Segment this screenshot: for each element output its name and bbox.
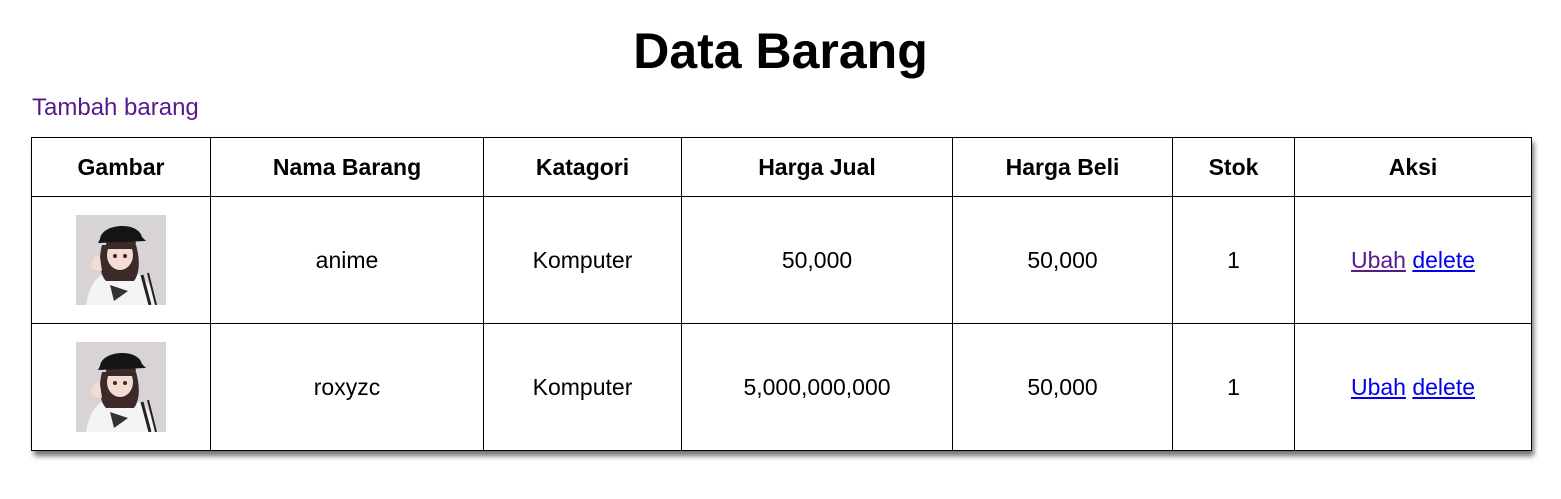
cell-aksi: Ubah delete [1294, 196, 1532, 324]
cell-katagori: Komputer [483, 323, 682, 451]
anime-girl-thumbnail-icon [76, 215, 166, 305]
header-gambar: Gambar [31, 137, 211, 197]
header-katagori: Katagori [483, 137, 682, 197]
cell-aksi: Ubah delete [1294, 323, 1532, 451]
product-image [76, 342, 166, 432]
items-table: Gambar Nama Barang Katagori Harga Jual H… [31, 137, 1532, 451]
cell-katagori: Komputer [483, 196, 682, 324]
anime-girl-thumbnail-icon [76, 342, 166, 432]
delete-link[interactable]: delete [1412, 246, 1476, 273]
cell-stok: 1 [1172, 196, 1295, 324]
add-item-link[interactable]: Tambah barang [32, 94, 199, 121]
cell-gambar [31, 323, 211, 451]
table-row: anime Komputer 50,000 50,000 1 Ubah dele… [31, 196, 1532, 324]
edit-link[interactable]: Ubah [1350, 246, 1406, 273]
table-row: roxyzc Komputer 5,000,000,000 50,000 1 U… [31, 323, 1532, 451]
edit-link[interactable]: Ubah [1350, 373, 1406, 400]
product-image [76, 215, 166, 305]
table-header-row: Gambar Nama Barang Katagori Harga Jual H… [31, 137, 1532, 197]
items-table-container: Gambar Nama Barang Katagori Harga Jual H… [31, 137, 1532, 451]
header-aksi: Aksi [1294, 137, 1532, 197]
header-stok: Stok [1172, 137, 1295, 197]
cell-nama-barang: anime [210, 196, 484, 324]
header-harga-beli: Harga Beli [952, 137, 1173, 197]
header-harga-jual: Harga Jual [681, 137, 953, 197]
cell-harga-jual: 50,000 [681, 196, 953, 324]
page-title: Data Barang [633, 23, 928, 79]
cell-harga-beli: 50,000 [952, 196, 1173, 324]
cell-harga-beli: 50,000 [952, 323, 1173, 451]
cell-harga-jual: 5,000,000,000 [681, 323, 953, 451]
delete-link[interactable]: delete [1412, 373, 1476, 400]
header-nama-barang: Nama Barang [210, 137, 484, 197]
cell-stok: 1 [1172, 323, 1295, 451]
cell-nama-barang: roxyzc [210, 323, 484, 451]
cell-gambar [31, 196, 211, 324]
